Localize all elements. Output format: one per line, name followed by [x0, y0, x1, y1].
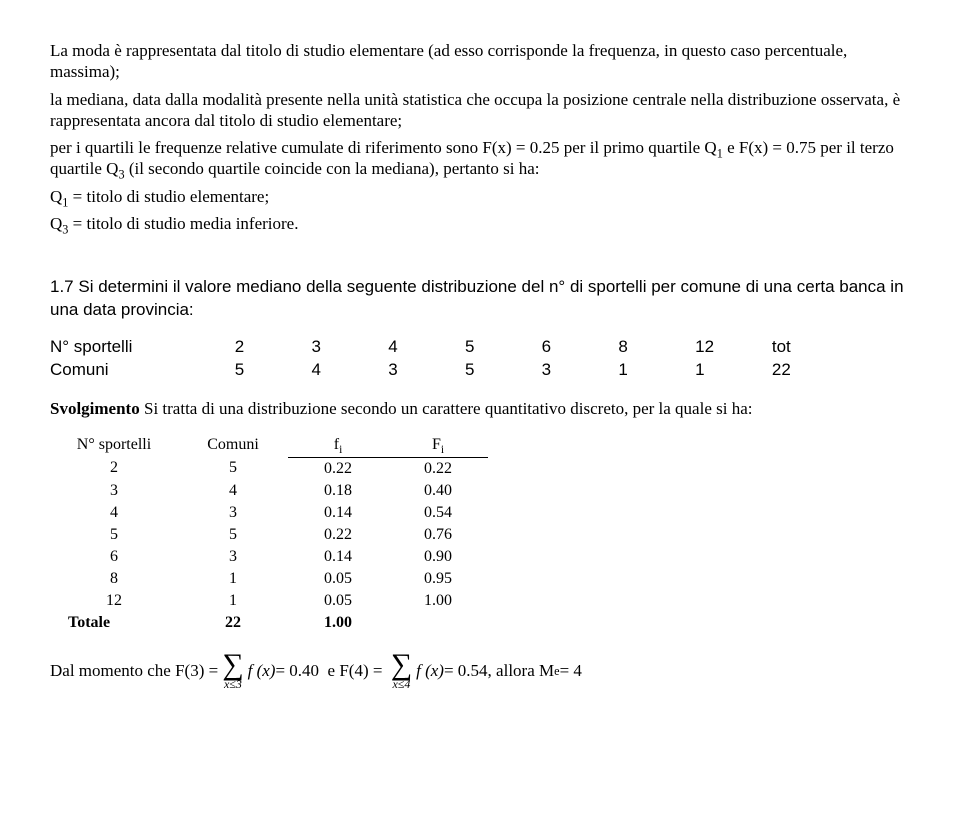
table-row: 630.140.90 [50, 546, 488, 568]
conclusion-mid: e F(4) = [319, 660, 387, 681]
cell: 0.05 [288, 568, 388, 590]
intro-paragraph-2: la mediana, data dalla modalità presente… [50, 89, 910, 132]
cell: 3 [178, 502, 288, 524]
sigma-icon: ∑ x≤4 [391, 652, 412, 691]
cell: 6 [50, 546, 178, 568]
cell: 0.14 [288, 546, 388, 568]
q3-symbol: Q [50, 214, 62, 233]
cell: 0.76 [388, 524, 488, 546]
q3-text: = titolo di studio media inferiore. [68, 214, 298, 233]
cell: 0.05 [288, 590, 388, 612]
svolgimento-text: Si tratta di una distribuzione secondo u… [140, 399, 753, 418]
eq1: = 0.40 [275, 660, 319, 681]
sigma-sub-2: x≤4 [392, 678, 410, 690]
cell: 0.22 [288, 457, 388, 480]
svolgimento-paragraph: Svolgimento Si tratta di una distribuzio… [50, 398, 910, 419]
cell: 4 [50, 502, 178, 524]
dist-cell: 4 [388, 336, 460, 357]
cell: 2 [50, 457, 178, 480]
dist-cell: tot [772, 336, 844, 357]
frequency-table: N° sportelli Comuni fi Fi 250.220.22 340… [50, 434, 488, 634]
cell: 0.18 [288, 480, 388, 502]
sigma-icon: ∑ x≤3 [222, 652, 243, 691]
dist-cell: 12 [695, 336, 767, 357]
intro-paragraph-1: La moda è rappresentata dal titolo di st… [50, 40, 910, 83]
dist-cell: 3 [542, 359, 614, 380]
section-number: 1.7 [50, 277, 74, 296]
col-header: N° sportelli [50, 434, 178, 458]
section-heading: 1.7 Si determini il valore mediano della… [50, 276, 910, 322]
cell: 4 [178, 480, 288, 502]
cell: 0.40 [388, 480, 488, 502]
cell: 12 [50, 590, 178, 612]
cell: 1.00 [288, 612, 388, 634]
cell: 1.00 [388, 590, 488, 612]
dist-row-values: Comuni 5 4 3 5 3 1 1 22 [50, 359, 910, 380]
q1-text: = titolo di studio elementare; [68, 187, 269, 206]
cell: 0.22 [288, 524, 388, 546]
cell: Totale [50, 612, 178, 634]
cell: 3 [178, 546, 288, 568]
dist-cell: 22 [772, 359, 844, 380]
svolgimento-lead: Svolgimento [50, 399, 140, 418]
col-header: fi [288, 434, 388, 458]
cell: 22 [178, 612, 288, 634]
cell: 0.54 [388, 502, 488, 524]
eq2: = 0.54 [444, 660, 488, 681]
table-row: 430.140.54 [50, 502, 488, 524]
conclusion-tail: , allora M [488, 660, 555, 681]
cell [388, 612, 488, 634]
conclusion-line: Dal momento che F(3) = ∑ x≤3 f (x) = 0.4… [50, 652, 910, 691]
dist-row-header: N° sportelli 2 3 4 5 6 8 12 tot [50, 336, 910, 357]
table-row: 810.050.95 [50, 568, 488, 590]
sum-expr-1: f (x) [248, 660, 276, 681]
dist-cell: 3 [311, 336, 383, 357]
col-header: Fi [388, 434, 488, 458]
intro-p3-a: per i quartili le frequenze relative cum… [50, 138, 717, 157]
cell: 0.90 [388, 546, 488, 568]
dist-cell: 4 [311, 359, 383, 380]
dist-cell: 6 [542, 336, 614, 357]
intro-p3-c: (il secondo quartile coincide con la med… [125, 159, 540, 178]
dist-cell: 3 [388, 359, 460, 380]
q3-line: Q3 = titolo di studio media inferiore. [50, 213, 910, 234]
sum-expr-2: f (x) [416, 660, 444, 681]
cell: 5 [178, 524, 288, 546]
dist-cell: 1 [695, 359, 767, 380]
intro-paragraph-3: per i quartili le frequenze relative cum… [50, 137, 910, 180]
q1-symbol: Q [50, 187, 62, 206]
cell: 0.14 [288, 502, 388, 524]
cell: 5 [178, 457, 288, 480]
cell: 0.22 [388, 457, 488, 480]
sigma-sub-1: x≤3 [224, 678, 242, 690]
cell: 0.95 [388, 568, 488, 590]
dist-cell: 1 [618, 359, 690, 380]
conclusion-lead: Dal momento che F(3) = [50, 660, 218, 681]
dist-row1-label: N° sportelli [50, 336, 230, 357]
cell: 3 [50, 480, 178, 502]
table-row: 250.220.22 [50, 457, 488, 480]
table-row: 1210.051.00 [50, 590, 488, 612]
dist-cell: 5 [465, 359, 537, 380]
table-total-row: Totale221.00 [50, 612, 488, 634]
conclusion-tail2: = 4 [560, 660, 582, 681]
dist-cell: 5 [235, 359, 307, 380]
cell: 8 [50, 568, 178, 590]
dist-cell: 8 [618, 336, 690, 357]
col-header: Comuni [178, 434, 288, 458]
dist-cell: 5 [465, 336, 537, 357]
table-header-row: N° sportelli Comuni fi Fi [50, 434, 488, 458]
cell: 5 [50, 524, 178, 546]
dist-row2-label: Comuni [50, 359, 230, 380]
cell: 1 [178, 568, 288, 590]
section-text: Si determini il valore mediano della seg… [50, 277, 904, 319]
table-row: 550.220.76 [50, 524, 488, 546]
q1-line: Q1 = titolo di studio elementare; [50, 186, 910, 207]
dist-cell: 2 [235, 336, 307, 357]
table-row: 340.180.40 [50, 480, 488, 502]
cell: 1 [178, 590, 288, 612]
